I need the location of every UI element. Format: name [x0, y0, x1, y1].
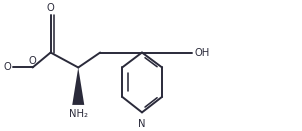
Polygon shape — [72, 67, 84, 105]
Text: N: N — [138, 119, 146, 129]
Text: O: O — [4, 62, 11, 72]
Text: OH: OH — [194, 48, 210, 58]
Text: NH₂: NH₂ — [69, 109, 88, 119]
Text: O: O — [47, 3, 54, 13]
Text: O: O — [29, 56, 37, 66]
